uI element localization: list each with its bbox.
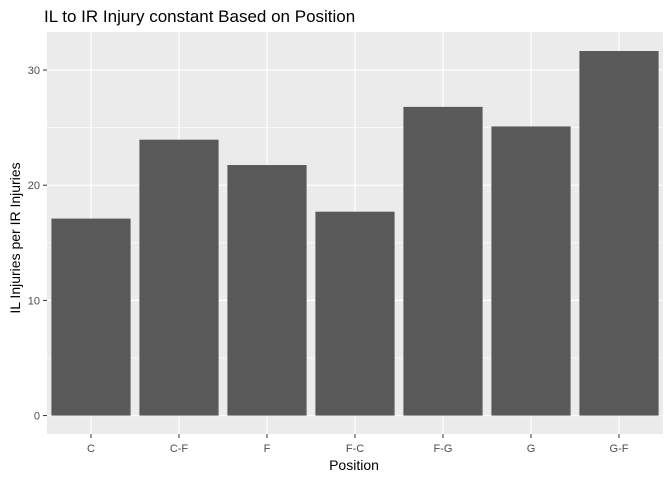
x-tick-label: F-G	[434, 443, 453, 455]
bar-f	[227, 165, 307, 416]
y-axis-label: IL Injuries per IR Injuries	[7, 162, 23, 313]
bar-c-f	[139, 139, 219, 416]
y-tick-label: 20	[28, 180, 40, 192]
x-tick-label: G-F	[610, 443, 629, 455]
bar-f-g	[403, 106, 483, 416]
x-tick-label: G	[527, 443, 536, 455]
x-tick-label: C-F	[170, 443, 189, 455]
x-tick-label: C	[87, 443, 95, 455]
chart-title: IL to IR Injury constant Based on Positi…	[44, 7, 355, 26]
bar-g	[491, 126, 571, 416]
bar-f-c	[315, 211, 395, 416]
x-axis: C C-F F F-C F-G G G-F	[87, 434, 629, 455]
x-tick-label: F	[264, 443, 271, 455]
y-tick-label: 30	[28, 65, 40, 77]
y-axis: 0 10 20 30	[28, 65, 47, 423]
y-tick-label: 0	[34, 411, 40, 423]
y-tick-label: 10	[28, 295, 40, 307]
bar-c	[51, 218, 131, 416]
bar-g-f	[579, 51, 659, 416]
x-tick-label: F-C	[346, 443, 364, 455]
bars	[51, 51, 659, 416]
x-axis-label: Position	[329, 457, 379, 473]
